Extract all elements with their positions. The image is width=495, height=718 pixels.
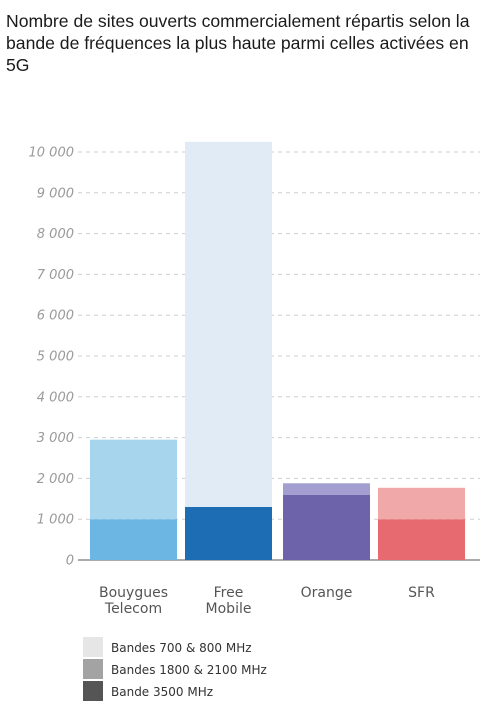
legend-swatch [83,681,103,701]
x-category-label: Bouygues [99,585,168,601]
bars [90,141,465,560]
x-category-label: Telecom [104,601,162,617]
x-category-label: SFR [408,585,435,601]
legend-label: Bandes 1800 & 2100 MHz [111,663,267,677]
x-category-label: Mobile [206,601,252,617]
bar-segment [185,506,272,560]
y-tick-label: 3 000 [37,431,74,446]
y-tick-label: 5 000 [37,350,74,365]
y-tick-label: 2 000 [37,472,74,487]
bar-segment [90,439,177,520]
bar-segment [90,519,177,560]
bar-segment [378,487,465,520]
chart-title: Nombre de sites ouverts commercialement … [6,11,470,75]
legend-label: Bande 3500 MHz [111,685,213,699]
x-category-label: Orange [301,585,353,601]
bar-segment [185,141,272,507]
bar-segment [283,494,370,560]
legend-swatch [83,659,103,679]
bar-segment [378,519,465,560]
y-tick-label: 1 000 [37,513,74,528]
y-tick-label: 9 000 [37,186,74,201]
legend-swatch [83,637,103,657]
y-tick-label: 10 000 [29,146,75,161]
y-tick-label: 8 000 [37,227,74,242]
legend: Bandes 700 & 800 MHz Bandes 1800 & 2100 M… [83,637,267,701]
x-category-label: Free [214,585,244,601]
y-tick-label: 4 000 [37,390,74,405]
y-tick-label: 6 000 [37,309,74,324]
y-tick-label: 0 [66,554,74,569]
y-axis-tick-labels: 0 1 000 2 000 3 000 4 000 5 000 6 000 7 000 8 00… [29,146,75,569]
legend-label: Bandes 700 & 800 MHz [111,641,252,655]
y-tick-label: 7 000 [37,268,74,283]
bar-segment [283,483,370,495]
